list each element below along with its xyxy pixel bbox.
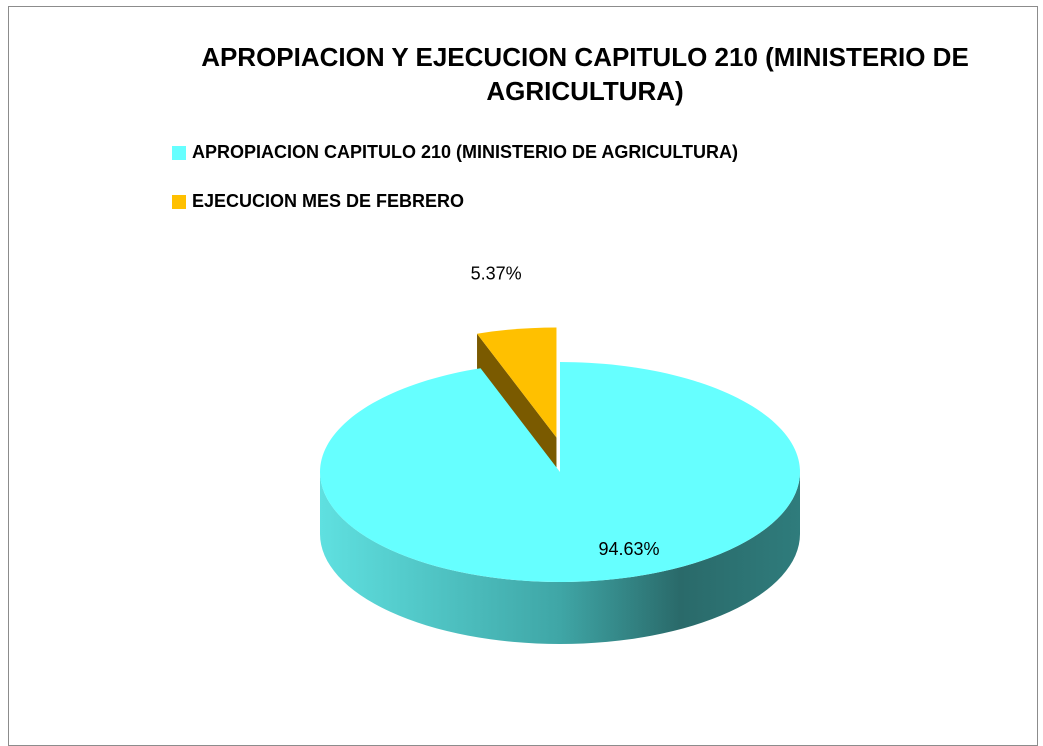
- slice-side: [320, 472, 800, 644]
- legend-entry: APROPIACION CAPITULO 210 (MINISTERIO DE …: [172, 142, 738, 163]
- pie-slice: [319, 362, 800, 582]
- data-label: 94.63%: [598, 539, 659, 559]
- pie-slice: [477, 327, 557, 438]
- chart: 94.63% 5.37%: [319, 263, 800, 644]
- legend-label: APROPIACION CAPITULO 210 (MINISTERIO DE …: [192, 142, 739, 162]
- page: APROPIACION Y EJECUCION CAPITULO 210 (MI…: [8, 6, 1038, 746]
- legend-swatch: [172, 145, 186, 160]
- legend-label: EJECUCION MES DE FEBRERO: [192, 191, 465, 211]
- data-label: 5.37%: [471, 263, 522, 283]
- legend-entry: EJECUCION MES DE FEBRERO: [172, 191, 464, 212]
- chart-title: APROPIACION Y EJECUCION CAPITULO 210 (MI…: [201, 42, 969, 106]
- legend-swatch: [172, 194, 186, 209]
